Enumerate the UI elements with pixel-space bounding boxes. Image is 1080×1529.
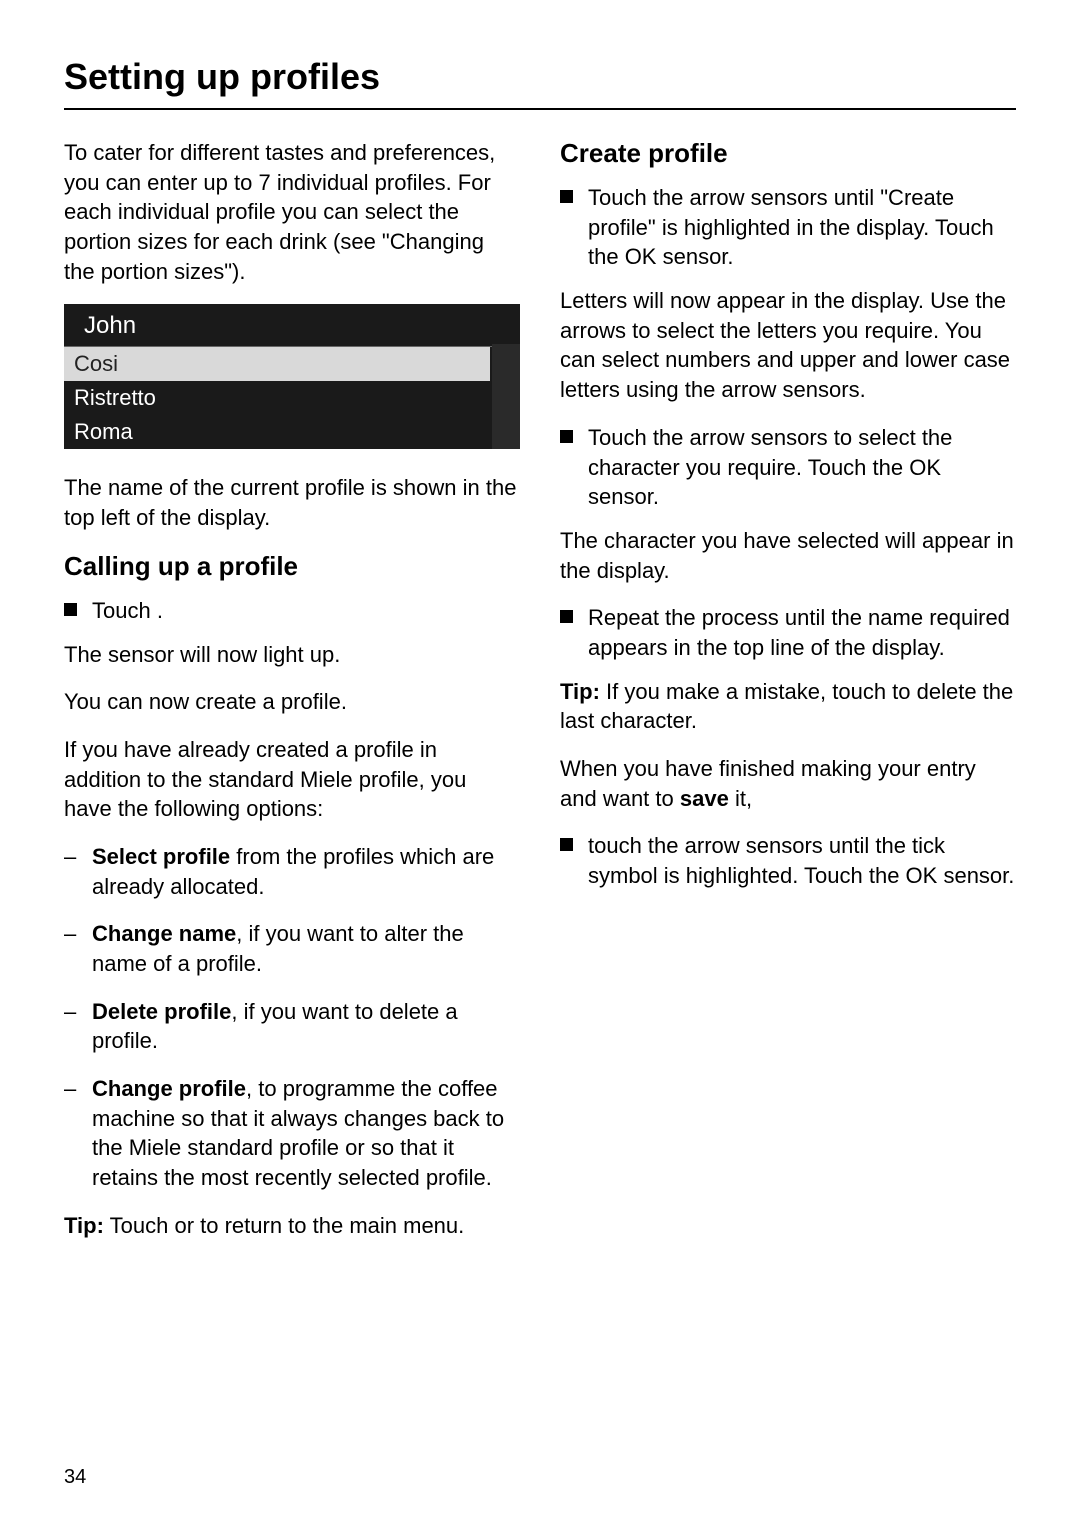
option-change-profile: Change profile, to programme the coffee …	[64, 1074, 520, 1193]
option-change-name-bold: Change name	[92, 921, 236, 946]
calling-up-heading: Calling up a profile	[64, 551, 520, 582]
option-change-name: Change name, if you want to alter the na…	[64, 919, 520, 978]
letters-appear-text: Letters will now appear in the display. …	[560, 286, 1016, 405]
touch-item: Touch .	[64, 596, 520, 626]
display-row-roma: Roma	[64, 415, 520, 449]
display-list: Cosi Ristretto Roma	[64, 347, 520, 449]
create-step2-list: Touch the arrow sensors to select the ch…	[560, 423, 1016, 512]
intro-paragraph: To cater for different tastes and prefer…	[64, 138, 520, 286]
create-profile-heading: Create profile	[560, 138, 1016, 169]
display-profile-name: John	[64, 304, 520, 347]
left-tip-rest: Touch or to return to the main menu.	[104, 1213, 464, 1238]
finished-bold: save	[680, 786, 729, 811]
option-delete-profile: Delete profile, if you want to delete a …	[64, 997, 520, 1056]
create-step4-list: touch the arrow sensors until the tick s…	[560, 831, 1016, 890]
create-step1: Touch the arrow sensors until "Create pr…	[560, 183, 1016, 272]
create-step2: Touch the arrow sensors to select the ch…	[560, 423, 1016, 512]
options-list: Select profile from the profiles which a…	[64, 842, 520, 1193]
display-row-cosi: Cosi	[64, 347, 490, 381]
right-tip-rest: If you make a mistake, touch to delete t…	[560, 679, 1013, 734]
display-row-ristretto: Ristretto	[64, 381, 520, 415]
finished-entry-text: When you have finished making your entry…	[560, 754, 1016, 813]
finished-pre: When you have finished making your entry…	[560, 756, 976, 811]
create-step4: touch the arrow sensors until the tick s…	[560, 831, 1016, 890]
sensor-light-text: The sensor will now light up.	[64, 640, 520, 670]
right-tip-bold: Tip:	[560, 679, 600, 704]
finished-post: it,	[729, 786, 752, 811]
option-select-bold: Select profile	[92, 844, 230, 869]
left-tip: Tip: Touch or to return to the main menu…	[64, 1211, 520, 1241]
display-scrollbar	[492, 344, 520, 449]
touch-list: Touch .	[64, 596, 520, 626]
create-step3-list: Repeat the process until the name requir…	[560, 603, 1016, 662]
create-step1-list: Touch the arrow sensors until "Create pr…	[560, 183, 1016, 272]
create-profile-text: You can now create a profile.	[64, 687, 520, 717]
page-number: 34	[64, 1466, 86, 1489]
page-title: Setting up profiles	[64, 56, 1016, 110]
machine-display-panel: John Cosi Ristretto Roma	[64, 304, 520, 449]
left-tip-bold: Tip:	[64, 1213, 104, 1238]
right-column: Create profile Touch the arrow sensors u…	[560, 138, 1016, 1259]
option-change-profile-bold: Change profile	[92, 1076, 246, 1101]
option-select-profile: Select profile from the profiles which a…	[64, 842, 520, 901]
right-tip: Tip: If you make a mistake, touch to del…	[560, 677, 1016, 736]
under-display-text: The name of the current profile is shown…	[64, 473, 520, 532]
content-columns: To cater for different tastes and prefer…	[64, 138, 1016, 1259]
character-selected-text: The character you have selected will app…	[560, 526, 1016, 585]
option-delete-bold: Delete profile	[92, 999, 231, 1024]
create-step3: Repeat the process until the name requir…	[560, 603, 1016, 662]
already-created-text: If you have already created a profile in…	[64, 735, 520, 824]
left-column: To cater for different tastes and prefer…	[64, 138, 520, 1259]
